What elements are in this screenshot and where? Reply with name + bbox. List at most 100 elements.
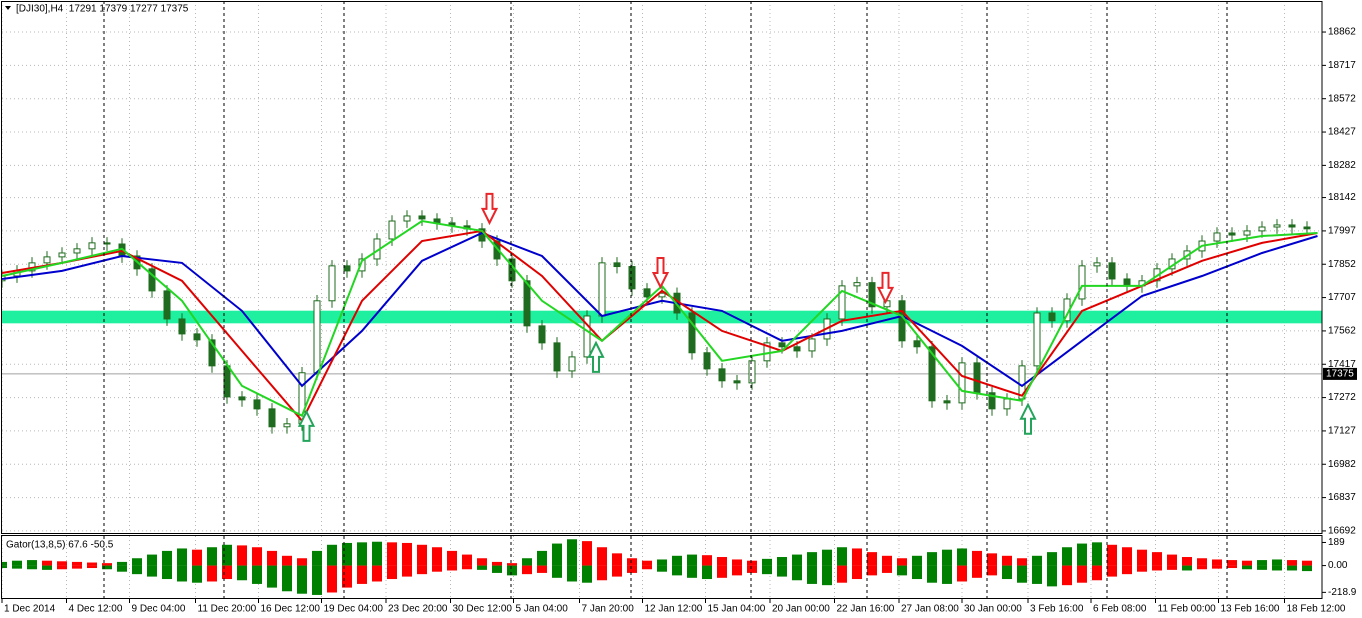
gator-bar	[102, 565, 112, 570]
gator-bar	[132, 558, 142, 566]
gator-bar	[1, 565, 7, 569]
gator-bar	[267, 565, 277, 588]
gator-bar	[237, 545, 247, 566]
candle-body	[1078, 265, 1086, 300]
gator-bar	[1092, 542, 1102, 566]
candle-body	[418, 215, 426, 220]
gator-bar	[177, 565, 187, 582]
x-tick-label: 15 Jan 04:00	[708, 604, 766, 615]
price-frame	[1, 1, 1323, 534]
candle-body	[208, 339, 216, 367]
gator-bar	[1242, 560, 1252, 566]
gator-bar	[102, 563, 112, 566]
candle-body	[643, 288, 651, 298]
gator-bar	[462, 565, 472, 570]
gator-bar	[402, 565, 412, 577]
gator-bar	[387, 542, 397, 566]
gator-bar	[852, 548, 862, 566]
gator-bar	[1137, 549, 1147, 566]
y-tick-label: 16982	[1328, 459, 1356, 470]
y-tick-label: 18572	[1328, 93, 1356, 104]
y-tick-label: 16837	[1328, 492, 1356, 503]
gator-bar	[417, 544, 427, 566]
candle-body	[1288, 224, 1296, 228]
gator-bar	[672, 555, 682, 566]
gator-bar	[222, 544, 232, 566]
signal-arrow	[587, 340, 605, 373]
candle-body	[403, 215, 411, 222]
candle-body	[703, 352, 711, 370]
gator-bar	[912, 565, 922, 580]
gator-bar	[1302, 560, 1312, 566]
gator-bar	[957, 548, 967, 566]
candle-body	[1048, 312, 1056, 322]
gator-bar	[882, 555, 892, 566]
gator-bar	[567, 539, 577, 566]
x-tick-label: 13 Feb 16:00	[1221, 604, 1280, 615]
candle-body	[163, 290, 171, 320]
candle-body	[178, 318, 186, 335]
x-tick-label: 1 Dec 2014	[4, 604, 56, 615]
gator-bar	[297, 558, 307, 566]
gator-bar	[327, 544, 337, 566]
gator-bar	[1227, 560, 1237, 566]
x-tick-label: 11 Dec 20:00	[198, 604, 257, 615]
gator-bar	[777, 565, 787, 577]
gator-bar	[1212, 559, 1222, 566]
gator-bar	[357, 565, 367, 584]
y-tick-label: 17127	[1328, 426, 1356, 437]
gator-bar	[12, 565, 22, 569]
gator-bar	[747, 560, 757, 566]
gator-bar	[357, 542, 367, 566]
gator-bar	[162, 565, 172, 580]
gator-bar	[222, 565, 232, 580]
candle-body	[1258, 226, 1266, 232]
gator-bar	[1287, 560, 1297, 566]
y-tick-label: -218.9	[1328, 587, 1357, 598]
x-tick-label: 23 Dec 20:00	[388, 604, 448, 615]
candle-body	[568, 356, 576, 372]
candle-body	[253, 399, 261, 410]
x-tick-label: 9 Dec 04:00	[132, 604, 186, 615]
gator-bar	[1257, 560, 1267, 566]
menu-triangle[interactable]	[5, 6, 11, 10]
alligator-line	[1, 231, 1318, 388]
gator-bar	[987, 553, 997, 566]
candle-body	[943, 400, 951, 404]
gator-bar	[687, 565, 697, 578]
y-tick-label: 17707	[1328, 292, 1356, 303]
gator-bar	[1, 561, 7, 566]
gator-bar	[1032, 565, 1042, 584]
gator-bar	[1107, 565, 1117, 577]
gator-bar	[207, 565, 217, 582]
gator-bar	[117, 565, 127, 572]
candle-body	[388, 220, 396, 240]
alligator-line	[1, 229, 1318, 423]
y-tick-label: 17417	[1328, 359, 1356, 370]
gator-bar	[1302, 565, 1312, 572]
x-tick-label: 11 Feb 00:00	[1158, 604, 1217, 615]
gator-bar	[252, 565, 262, 584]
gator-bar	[1017, 565, 1027, 583]
y-tick-label: 17852	[1328, 259, 1356, 270]
candle-body	[148, 268, 156, 292]
gator-bar	[477, 565, 487, 570]
gator-bar	[387, 565, 397, 580]
gator-bar	[327, 565, 337, 593]
candle-body	[628, 266, 636, 290]
x-tick-label: 22 Jan 16:00	[837, 604, 895, 615]
gator-bar	[432, 547, 442, 566]
gator-bar	[1017, 558, 1027, 566]
y-tick-label: 189	[1328, 537, 1345, 548]
gator-bar	[837, 565, 847, 583]
candle-body	[1213, 232, 1221, 242]
candle-body	[928, 346, 936, 402]
gator-bar	[852, 565, 862, 580]
y-tick-label: 18862	[1328, 27, 1356, 38]
signal-arrow	[651, 256, 670, 290]
gator-bar	[1137, 565, 1147, 572]
gator-bar	[42, 565, 52, 570]
x-tick-label: 18 Feb 12:00	[1287, 604, 1346, 615]
gator-bar	[537, 550, 547, 566]
gator-bar	[642, 560, 652, 566]
